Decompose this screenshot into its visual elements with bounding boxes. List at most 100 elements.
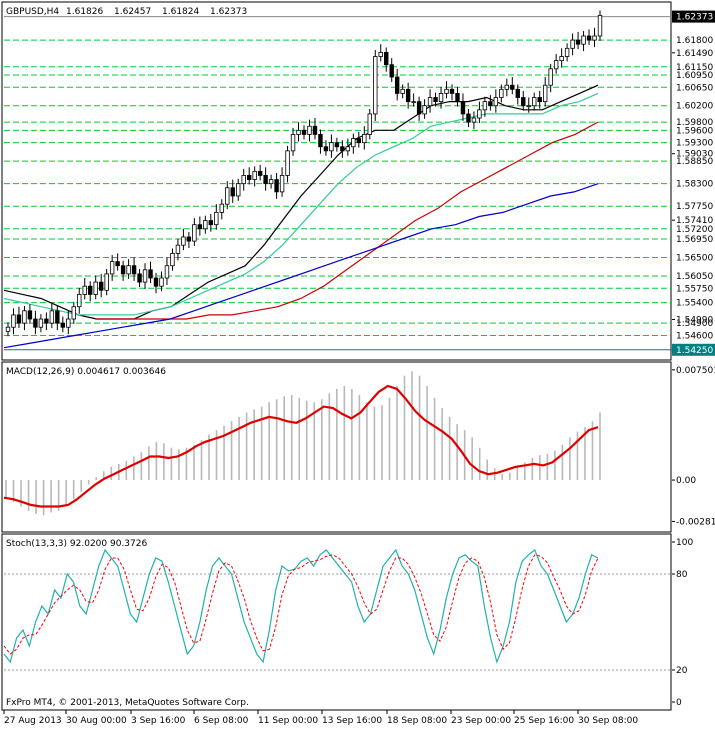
level-label: 1.55750 — [676, 284, 713, 294]
candle — [164, 257, 170, 285]
candle — [38, 314, 44, 333]
candle — [241, 168, 246, 191]
macd-pane[interactable]: 0.007501 0.00 -0.002817 MACD(12,26,9) 0.00… — [1, 361, 715, 533]
price-tick-label: 1.61490 — [676, 49, 713, 59]
candle — [120, 260, 126, 281]
moving-average-line — [3, 183, 599, 349]
candle — [384, 47, 389, 72]
level-label: 1.56050 — [676, 272, 713, 282]
stoch-k-line — [3, 548, 599, 664]
candle — [449, 84, 455, 101]
signal-line — [3, 384, 599, 508]
low-level-label: 1.54250 — [676, 346, 713, 356]
level-label: 1.61150 — [676, 63, 713, 73]
candle — [427, 89, 433, 113]
level-label: 1.60950 — [676, 71, 713, 81]
candle — [400, 84, 405, 99]
candle — [373, 49, 378, 121]
ohlc-close: 1.62373 — [210, 7, 247, 17]
candle — [493, 89, 499, 113]
ohlc-open: 1.61826 — [66, 7, 103, 17]
candle — [477, 101, 482, 123]
level-label: 1.60200 — [676, 102, 713, 112]
candle — [488, 95, 493, 111]
candle — [279, 167, 285, 197]
candle — [197, 216, 203, 236]
candle — [542, 77, 548, 107]
candle — [274, 173, 279, 199]
candle — [482, 96, 488, 117]
stoch-tick-label: 100 — [676, 538, 693, 548]
candle — [334, 137, 340, 152]
time-label: 25 Sep 16:00 — [514, 716, 574, 726]
level-label: 1.61800 — [676, 36, 713, 46]
candle — [564, 43, 570, 62]
candle — [559, 48, 564, 68]
candle — [515, 84, 520, 105]
ohlc-high: 1.62457 — [114, 7, 151, 17]
stoch-pane[interactable]: 100 80 20 0 Stoch(13,3,3) 92.0200 90.3726 F… — [1, 533, 693, 711]
time-label: 23 Sep 00:00 — [451, 716, 511, 726]
candle — [575, 31, 581, 50]
level-label: 1.56950 — [676, 235, 713, 245]
candle — [405, 82, 411, 109]
candle — [367, 109, 372, 140]
candle — [466, 109, 471, 128]
level-label: 1.57750 — [676, 202, 713, 212]
candle — [192, 218, 197, 247]
time-label: 3 Sep 16:00 — [131, 716, 186, 726]
candle — [148, 261, 153, 283]
candle — [230, 179, 235, 203]
macd-axis: 0.007501 0.00 -0.002817 — [672, 366, 715, 527]
symbol-label: GBPUSD,H4 — [6, 7, 59, 17]
candle — [394, 68, 400, 101]
candles — [5, 10, 603, 337]
candle — [537, 90, 542, 109]
candle — [323, 140, 329, 156]
stoch-tick-label: 0 — [676, 698, 682, 708]
candle — [597, 10, 603, 41]
candle — [33, 310, 38, 335]
level-label: 1.59300 — [676, 139, 713, 149]
time-label: 30 Sep 08:00 — [578, 716, 638, 726]
time-axis: 27 Aug 2013 30 Aug 00:00 3 Sep 16:00 6 Sep … — [3, 710, 638, 726]
candle — [526, 97, 531, 113]
candle — [109, 255, 115, 281]
candle — [77, 287, 82, 314]
candle — [5, 322, 11, 337]
candle — [290, 127, 296, 156]
candle — [285, 145, 290, 183]
candle — [268, 174, 274, 189]
candle — [22, 305, 27, 331]
candle — [460, 93, 466, 121]
candle — [362, 126, 367, 150]
price-tick-label: 1.57410 — [676, 216, 713, 226]
candle — [301, 125, 307, 140]
candle — [257, 164, 263, 181]
level-label: 1.58300 — [676, 180, 713, 190]
candle — [66, 310, 71, 335]
candle — [131, 257, 137, 281]
level-label: 1.54900 — [676, 319, 713, 329]
candle — [181, 228, 186, 251]
candle — [93, 275, 98, 300]
candle — [82, 278, 87, 300]
candle — [44, 312, 49, 331]
time-label: 6 Sep 08:00 — [194, 716, 249, 726]
time-label: 18 Sep 08:00 — [387, 716, 447, 726]
moving-average-line — [95, 121, 599, 320]
candle — [142, 263, 148, 290]
current-price-label: 1.62373 — [676, 13, 713, 23]
level-label: 1.58850 — [676, 157, 713, 167]
low-level-tag — [672, 343, 715, 356]
candle — [60, 316, 66, 333]
candle — [378, 44, 383, 62]
candle — [553, 54, 559, 74]
candle — [49, 302, 55, 329]
moving-averages — [3, 84, 599, 349]
candle — [27, 304, 33, 324]
candle — [345, 138, 351, 156]
